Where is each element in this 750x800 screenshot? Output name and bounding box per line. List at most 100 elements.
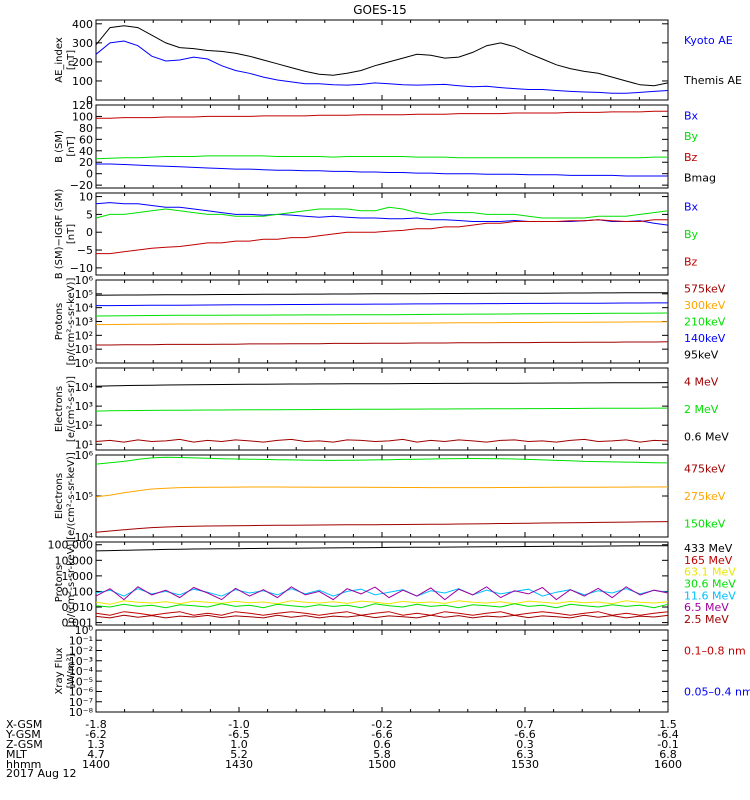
legend-63-1-mev: 63.1 MeV xyxy=(684,566,736,579)
legend-30-6-mev: 30.6 MeV xyxy=(684,578,736,591)
legend-150kev: 150keV xyxy=(684,517,726,530)
legend-210kev: 210keV xyxy=(684,316,726,329)
y-tick-label: 10⁻² xyxy=(69,645,93,658)
y-tick-label: 10⁻⁴ xyxy=(69,665,94,678)
series-line-bz xyxy=(96,219,668,255)
y-tick-label: 10⁻⁶ xyxy=(69,686,94,699)
y-tick-label: 10⁴ xyxy=(75,531,94,544)
series-line-bx xyxy=(95,202,669,226)
x-row-value: 1430 xyxy=(225,758,253,771)
y-tick-label: 10⁻⁷ xyxy=(69,696,93,709)
legend-themis-ae: Themis AE xyxy=(683,74,742,87)
series-line-275kev xyxy=(95,486,669,498)
series-line-themis-ae xyxy=(95,25,669,87)
y-tick-label: 10³ xyxy=(75,400,93,413)
legend-4-mev: 4 MeV xyxy=(684,376,719,389)
y-axis-label: [p/(cm²-s-sr-keV)] xyxy=(66,540,77,628)
x-row-value: 0.6 xyxy=(373,738,391,751)
legend-140kev: 140keV xyxy=(684,332,726,345)
y-tick-label: 100.000 xyxy=(48,539,94,552)
x-row-value: -6.5 xyxy=(228,728,249,741)
y-tick-label: 0.100 xyxy=(62,585,94,598)
series-line-150kev xyxy=(95,456,669,465)
y-tick-label: 60 xyxy=(79,133,93,146)
series-line-210kev xyxy=(95,312,669,317)
y-tick-label: 10¹ xyxy=(75,438,93,451)
y-tick-label: −10 xyxy=(70,262,93,275)
series-line-2-5-mev xyxy=(95,614,669,619)
series-line-2-mev xyxy=(95,407,668,412)
y-tick-label: 10⁻⁵ xyxy=(69,675,93,688)
x-row-value: 5.8 xyxy=(373,748,391,761)
x-row-value: 1500 xyxy=(368,758,396,771)
x-row-value: -1.8 xyxy=(85,718,106,731)
y-tick-label: 0 xyxy=(86,168,93,181)
y-tick-label: 120 xyxy=(72,99,93,112)
panel-7: 0.001 0.010 0.100 1.000 10.000 100.000 Protons… xyxy=(48,539,737,630)
panel-6: 10⁴ 10⁵ 10⁶ Electrons [e/(cm²-s-sr-keV)] 475k… xyxy=(54,449,726,544)
x-row-value: 4.7 xyxy=(87,748,105,761)
legend-by: By xyxy=(684,228,699,241)
y-tick-label: 10² xyxy=(75,419,93,432)
series-line-0-6-mev xyxy=(95,382,669,387)
y-axis-label: [nT] xyxy=(66,136,77,156)
y-axis-label: B (SM)−IGRF (SM) xyxy=(54,189,65,280)
y-tick-label: 10⁵ xyxy=(75,288,93,301)
legend-6-5-mev: 6.5 MeV xyxy=(684,601,729,614)
x-row-label: MLT xyxy=(6,748,27,761)
y-axis-label: Electrons xyxy=(54,386,65,432)
y-tick-label: 10⁵ xyxy=(75,490,93,503)
panel-1: 0 100 200 300 400 AE_index [nT] Kyoto AE Themis … xyxy=(54,18,742,107)
series-line-bx xyxy=(96,163,668,177)
series-line-by xyxy=(95,155,668,160)
x-row-label: Z-GSM xyxy=(6,738,43,751)
y-axis-label: [nT] xyxy=(66,50,77,70)
y-tick-label: 10² xyxy=(75,329,93,342)
y-tick-label: 10¹ xyxy=(75,343,93,356)
x-row-value: 1400 xyxy=(82,758,110,771)
series-line-by xyxy=(95,206,669,219)
x-row-value: 1.5 xyxy=(659,718,677,731)
y-tick-label: 1.000 xyxy=(62,570,94,583)
y-tick-label: 10⁻¹ xyxy=(69,634,93,647)
legend-kyoto-ae: Kyoto AE xyxy=(684,34,733,47)
x-row-value: 1.0 xyxy=(230,738,248,751)
legend-0-05-0-4-nm: 0.05–0.4 nm xyxy=(684,686,750,699)
x-row-value: 0.3 xyxy=(516,738,534,751)
legend-by: By xyxy=(684,130,699,143)
y-tick-label: 10⁶ xyxy=(75,449,94,462)
series-line-475kev xyxy=(95,521,669,533)
legend-0-6-mev: 0.6 MeV xyxy=(684,430,729,443)
series-line-63-1-mev xyxy=(95,600,669,605)
panel-frame xyxy=(95,279,669,364)
y-axis-label: Protons xyxy=(54,303,65,340)
legend-475kev: 475keV xyxy=(684,463,726,476)
series-line-6-5-mev xyxy=(95,586,669,601)
y-tick-label: 0 xyxy=(86,226,93,239)
x-row-value: 6.3 xyxy=(516,748,534,761)
y-axis-label: [W/m²] xyxy=(66,653,77,688)
panel-3: −10 −5 0 5 10 B (SM)−IGRF (SM) [nT] Bx By Bz xyxy=(54,189,699,280)
y-tick-label: −5 xyxy=(77,244,93,257)
y-tick-label: 5 xyxy=(86,208,93,221)
y-tick-label: 400 xyxy=(72,18,93,31)
series-line-30-6-mev xyxy=(95,603,669,609)
legend-bz: Bz xyxy=(684,255,698,268)
y-axis-label: [p/(cm²-s-sr-keV)] xyxy=(66,278,77,366)
legend-bz: Bz xyxy=(684,151,698,164)
legend-95kev: 95keV xyxy=(684,349,719,362)
y-axis-label: [e/(cm²-s-sr-keV)] xyxy=(66,452,77,540)
y-tick-label: 10⁰ xyxy=(75,624,94,637)
x-row-label: Y-GSM xyxy=(5,728,41,741)
y-axis-label: B (SM) xyxy=(54,130,65,163)
y-tick-label: 10⁴ xyxy=(75,381,94,394)
y-tick-label: 40 xyxy=(79,145,93,158)
y-tick-label: 100 xyxy=(72,110,93,123)
y-tick-label: 10.000 xyxy=(55,554,94,567)
x-row-label: X-GSM xyxy=(6,718,42,731)
legend-bx: Bx xyxy=(684,109,699,122)
